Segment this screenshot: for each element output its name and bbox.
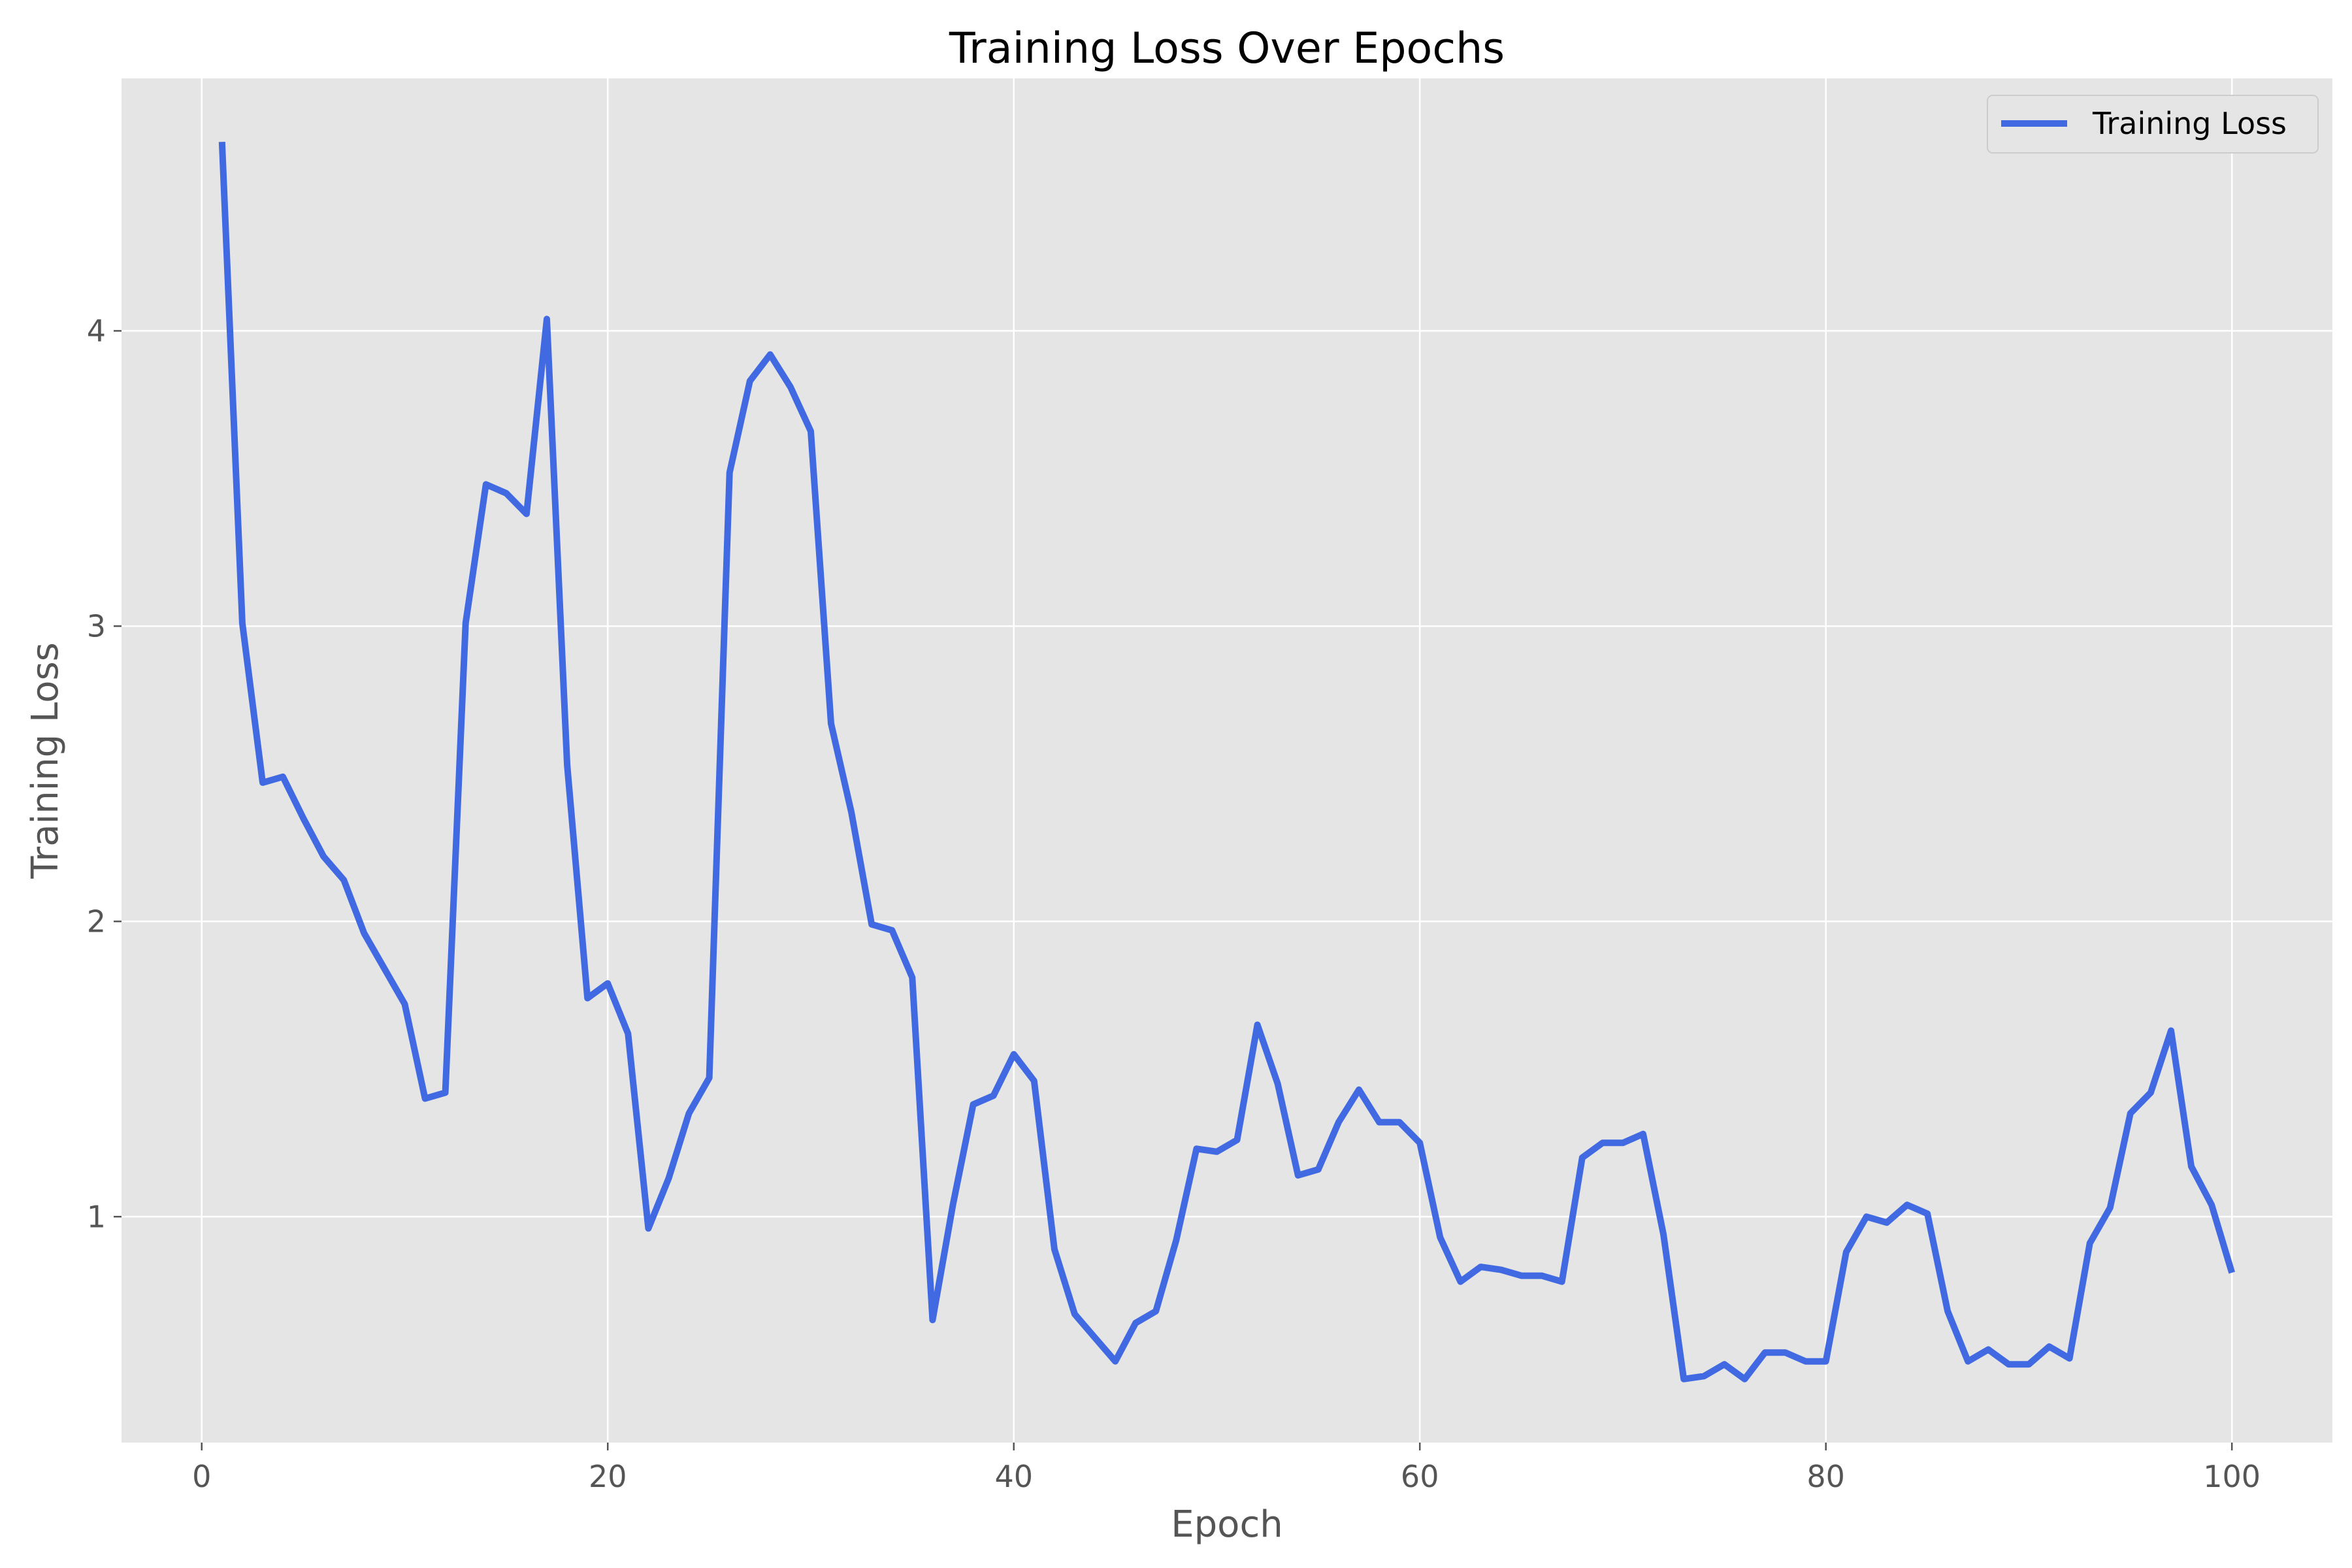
legend-label: Training Loss bbox=[2092, 106, 2287, 141]
chart-title: Training Loss Over Epochs bbox=[949, 24, 1505, 73]
x-tick-label: 80 bbox=[1806, 1459, 1845, 1494]
x-tick-label: 40 bbox=[994, 1459, 1033, 1494]
y-tick-label: 1 bbox=[87, 1199, 106, 1234]
y-tick-label: 3 bbox=[87, 608, 106, 644]
legend-box bbox=[1987, 95, 2319, 154]
grid-layer bbox=[122, 78, 2332, 1443]
plot-area bbox=[122, 78, 2332, 1443]
series-layer bbox=[218, 141, 2235, 1382]
y-tick-label: 4 bbox=[87, 313, 106, 348]
x-axis-label: Epoch bbox=[1171, 1503, 1282, 1546]
x-tick-label: 60 bbox=[1401, 1459, 1439, 1494]
tick-layer: 0 20 40 60 80 100 1 2 3 4 bbox=[87, 313, 2261, 1494]
x-tick-label: 100 bbox=[2203, 1459, 2261, 1494]
y-axis-label: Training Loss bbox=[24, 642, 67, 879]
y-tick-label: 2 bbox=[87, 904, 106, 939]
x-tick-label: 0 bbox=[192, 1459, 211, 1494]
legend: Training Loss bbox=[1987, 95, 2319, 154]
x-tick-label: 20 bbox=[589, 1459, 627, 1494]
series-line-1 bbox=[218, 141, 2235, 1382]
